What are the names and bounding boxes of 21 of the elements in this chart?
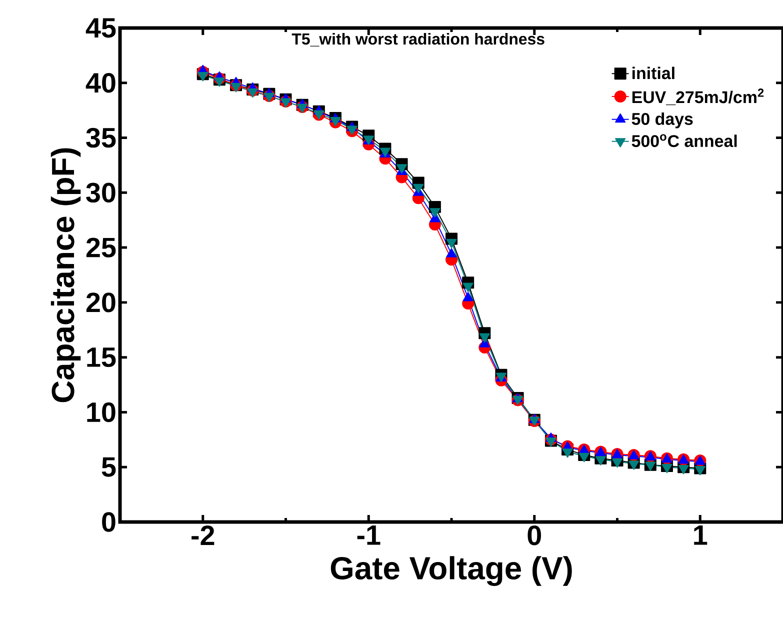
y-tick-label: 5	[102, 457, 116, 477]
x-tick-label: 1	[694, 526, 708, 545]
y-tick-label: 20	[86, 292, 116, 312]
x-axis-title: Gate Voltage (V)	[330, 556, 572, 586]
legend-label: 500$^{o}$C anneal	[632, 134, 737, 148]
y-tick-label: 30	[86, 182, 116, 203]
y-axis-title: Capacitance (pF)	[50, 148, 81, 402]
x-tick-label: -1	[357, 526, 380, 545]
y-tick-label: 40	[86, 73, 116, 93]
legend-label: initial	[632, 66, 674, 80]
y-tick-label: 25	[86, 238, 116, 258]
x-tick-label: 0	[528, 526, 541, 546]
y-tick-label: 0	[102, 512, 116, 532]
legend-label: EUV_275mJ/cm$^{2}$	[632, 88, 764, 106]
y-tick-label: 35	[86, 128, 116, 148]
y-tick-label: 45	[86, 18, 116, 38]
legend-label: 50 days	[632, 112, 693, 128]
y-tick-label: 15	[87, 348, 116, 368]
chart-title: T5_with worst radiation hardness	[292, 32, 544, 46]
x-tick-label: -2	[192, 526, 214, 545]
y-tick-label: 10	[87, 402, 116, 422]
